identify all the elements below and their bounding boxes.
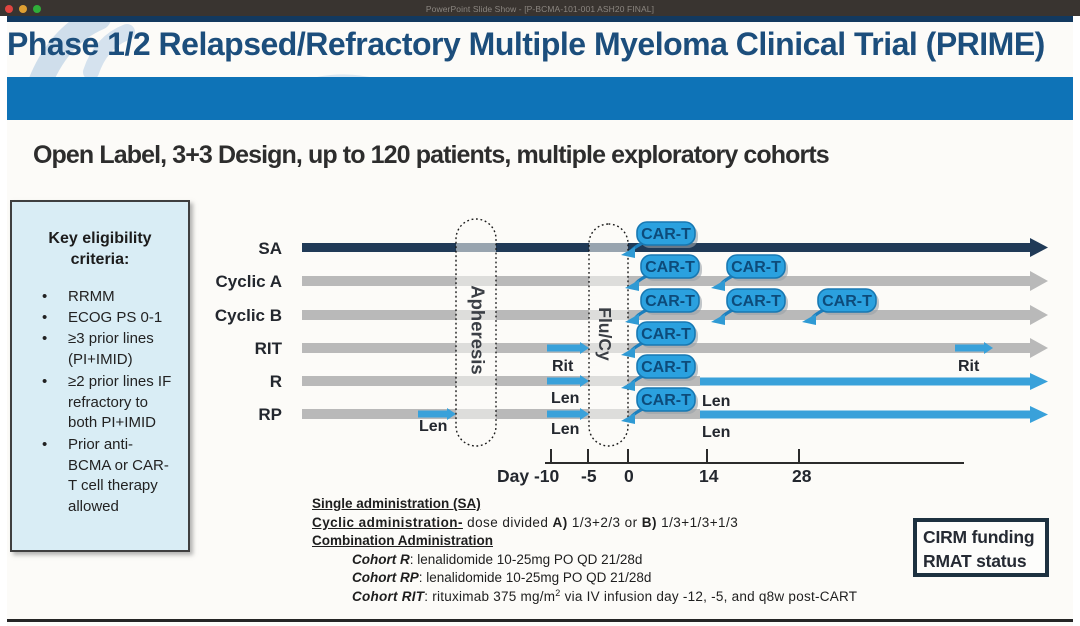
svg-text:Len: Len xyxy=(551,390,579,407)
svg-text:Apheresis: Apheresis xyxy=(468,285,489,374)
svg-text:CAR-T: CAR-T xyxy=(822,293,872,310)
svg-text:CAR-T: CAR-T xyxy=(641,359,691,376)
svg-text:SA: SA xyxy=(258,239,282,258)
svg-text:Len: Len xyxy=(419,418,447,435)
svg-text:CAR-T: CAR-T xyxy=(645,259,695,276)
svg-text:CAR-T: CAR-T xyxy=(731,259,781,276)
svg-text:Rit: Rit xyxy=(552,358,574,375)
svg-text:CAR-T: CAR-T xyxy=(641,326,691,343)
svg-text:Len: Len xyxy=(551,421,579,438)
svg-text:CAR-T: CAR-T xyxy=(641,226,691,243)
svg-text:CAR-T: CAR-T xyxy=(645,293,695,310)
svg-text:14: 14 xyxy=(699,466,719,486)
svg-text:RP: RP xyxy=(258,405,282,424)
svg-text:Cyclic A: Cyclic A xyxy=(216,272,282,291)
svg-text:Len: Len xyxy=(702,393,730,410)
svg-text:Len: Len xyxy=(702,424,730,441)
svg-text:0: 0 xyxy=(624,466,634,486)
svg-text:RIT: RIT xyxy=(255,339,283,358)
svg-text:28: 28 xyxy=(792,466,812,486)
svg-text:Day -10: Day -10 xyxy=(497,466,560,486)
svg-text:-5: -5 xyxy=(581,466,597,486)
svg-text:Cyclic B: Cyclic B xyxy=(215,306,282,325)
svg-text:Flu/Cy: Flu/Cy xyxy=(595,307,615,361)
svg-text:CAR-T: CAR-T xyxy=(641,392,691,409)
svg-text:R: R xyxy=(270,372,282,391)
svg-text:Rit: Rit xyxy=(958,358,980,375)
svg-text:CAR-T: CAR-T xyxy=(731,293,781,310)
